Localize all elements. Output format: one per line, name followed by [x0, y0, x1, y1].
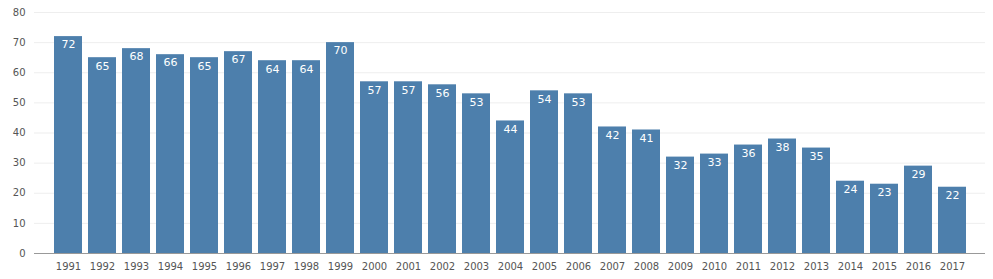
svg-text:67: 67	[232, 53, 246, 66]
svg-text:22: 22	[946, 189, 960, 202]
svg-text:53: 53	[470, 96, 484, 109]
svg-text:65: 65	[198, 59, 212, 72]
svg-text:2013: 2013	[804, 261, 829, 272]
svg-text:57: 57	[368, 84, 382, 97]
svg-text:50: 50	[13, 97, 26, 108]
svg-text:53: 53	[572, 96, 586, 109]
svg-text:2011: 2011	[736, 261, 761, 272]
svg-text:1998: 1998	[294, 261, 319, 272]
svg-text:2005: 2005	[532, 261, 557, 272]
svg-text:42: 42	[606, 129, 620, 142]
svg-text:20: 20	[13, 187, 26, 198]
svg-text:40: 40	[13, 127, 26, 138]
svg-text:2002: 2002	[430, 261, 455, 272]
svg-text:10: 10	[13, 218, 26, 229]
svg-text:2003: 2003	[464, 261, 489, 272]
svg-text:1999: 1999	[328, 261, 353, 272]
svg-text:24: 24	[844, 183, 858, 196]
svg-text:0: 0	[19, 248, 25, 259]
svg-text:56: 56	[436, 87, 450, 100]
svg-text:36: 36	[742, 147, 756, 160]
svg-text:2015: 2015	[872, 261, 897, 272]
svg-text:1997: 1997	[260, 261, 285, 272]
svg-text:30: 30	[13, 157, 26, 168]
svg-text:54: 54	[538, 93, 552, 106]
svg-text:38: 38	[776, 141, 790, 154]
svg-text:2006: 2006	[566, 261, 591, 272]
svg-text:2012: 2012	[770, 261, 795, 272]
svg-text:29: 29	[912, 168, 926, 181]
svg-text:33: 33	[708, 156, 722, 169]
svg-text:65: 65	[96, 59, 110, 72]
svg-text:60: 60	[13, 67, 26, 78]
svg-text:68: 68	[130, 50, 144, 63]
svg-text:1992: 1992	[90, 261, 115, 272]
svg-text:1993: 1993	[124, 261, 149, 272]
svg-text:1995: 1995	[192, 261, 217, 272]
svg-text:32: 32	[674, 159, 688, 172]
svg-text:2017: 2017	[940, 261, 965, 272]
svg-text:2016: 2016	[906, 261, 931, 272]
svg-text:80: 80	[13, 7, 26, 18]
svg-text:2010: 2010	[702, 261, 727, 272]
svg-text:2004: 2004	[498, 261, 523, 272]
svg-text:2001: 2001	[396, 261, 421, 272]
svg-text:2014: 2014	[838, 261, 863, 272]
svg-text:44: 44	[504, 123, 518, 136]
svg-text:57: 57	[402, 84, 416, 97]
svg-text:2008: 2008	[634, 261, 659, 272]
svg-text:64: 64	[300, 63, 314, 76]
svg-text:1994: 1994	[158, 261, 183, 272]
svg-text:70: 70	[334, 44, 348, 57]
svg-text:1991: 1991	[56, 261, 81, 272]
svg-text:2007: 2007	[600, 261, 625, 272]
svg-text:41: 41	[640, 132, 654, 145]
svg-text:64: 64	[266, 63, 280, 76]
svg-text:1996: 1996	[226, 261, 251, 272]
svg-text:66: 66	[164, 56, 178, 69]
svg-text:35: 35	[810, 150, 824, 163]
svg-text:2000: 2000	[362, 261, 387, 272]
svg-text:70: 70	[13, 37, 26, 48]
svg-text:2009: 2009	[668, 261, 693, 272]
svg-text:23: 23	[878, 186, 892, 199]
svg-text:72: 72	[62, 38, 76, 51]
